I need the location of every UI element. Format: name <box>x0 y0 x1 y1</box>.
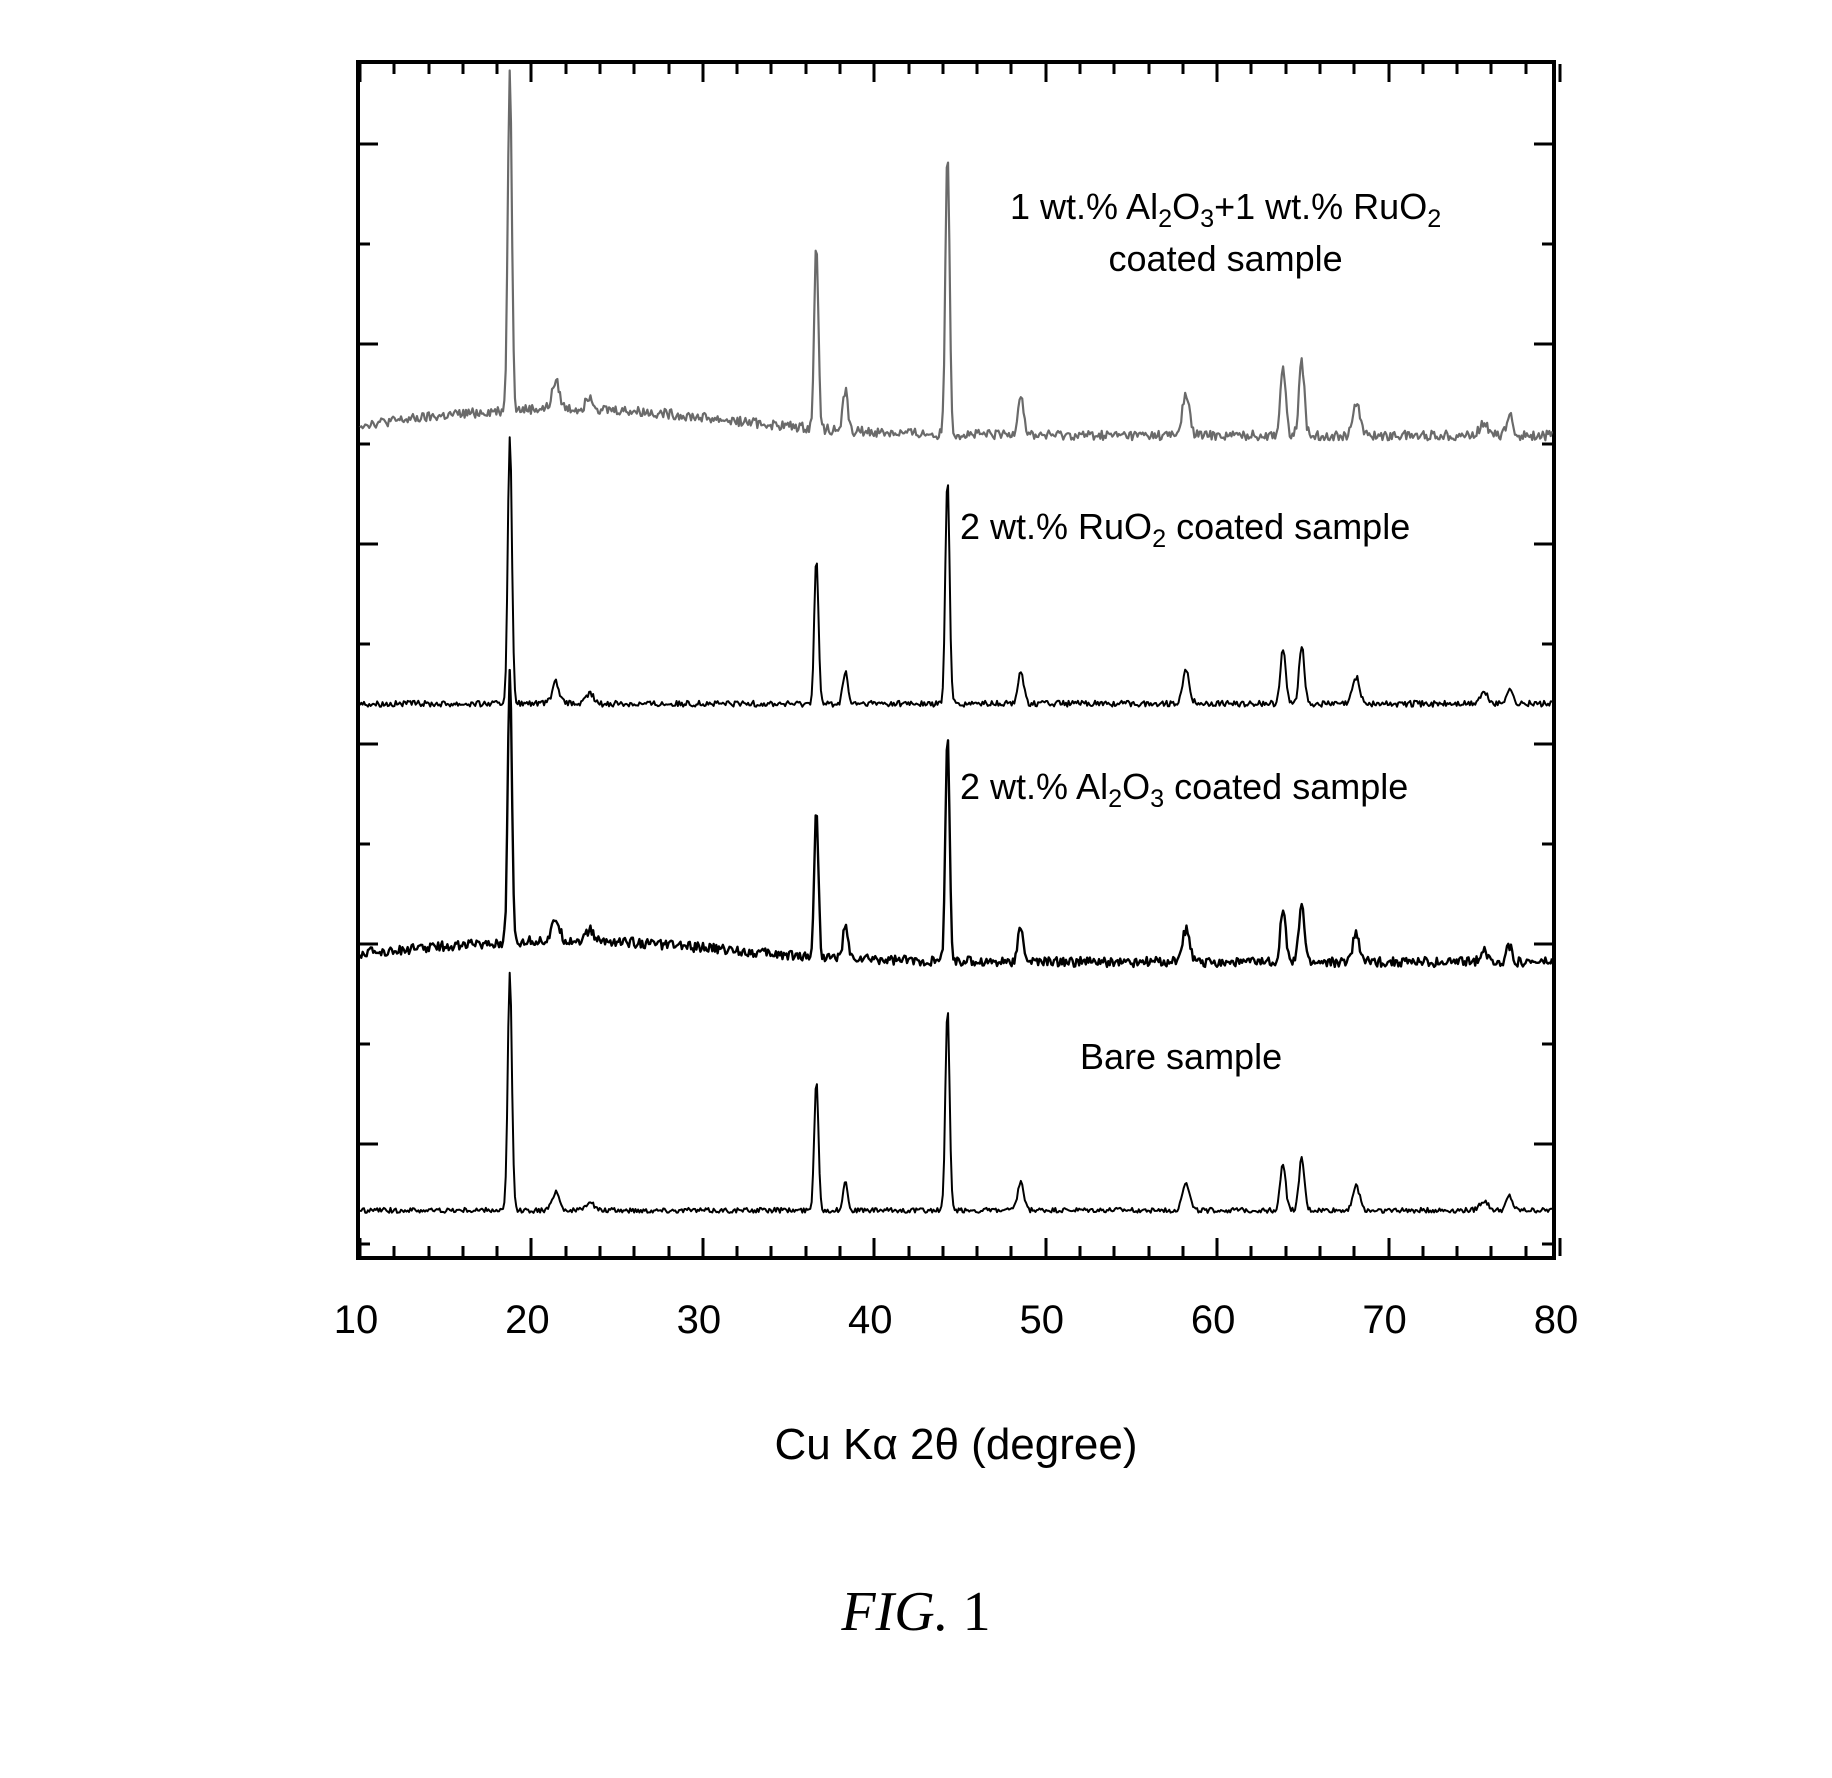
series-label-bare: Bare sample <box>1080 1034 1282 1079</box>
x-axis-label: Cu Kα 2θ (degree) <box>356 1420 1556 1470</box>
x-tick-label: 50 <box>1019 1298 1064 1343</box>
x-tick-labels: 1020304050607080 <box>356 1290 1556 1350</box>
x-tick-label: 20 <box>505 1298 550 1343</box>
spectrum-bare <box>360 64 1552 1264</box>
x-tick-label: 10 <box>334 1298 379 1343</box>
x-tick-label: 40 <box>848 1298 893 1343</box>
x-tick-label: 80 <box>1534 1298 1579 1343</box>
x-tick-label: 60 <box>1191 1298 1236 1343</box>
figure-caption: FIG. 1 <box>216 1580 1616 1644</box>
x-tick-label: 70 <box>1362 1298 1407 1343</box>
x-tick-label: 30 <box>677 1298 722 1343</box>
plot-box: 1 wt.% Al2O3+1 wt.% RuO2coated sample2 w… <box>356 60 1556 1260</box>
xrd-chart: Intensity (arbitrary unit) 1 wt.% Al2O3+… <box>216 60 1616 1470</box>
chart-area: Intensity (arbitrary unit) 1 wt.% Al2O3+… <box>356 60 1616 1260</box>
